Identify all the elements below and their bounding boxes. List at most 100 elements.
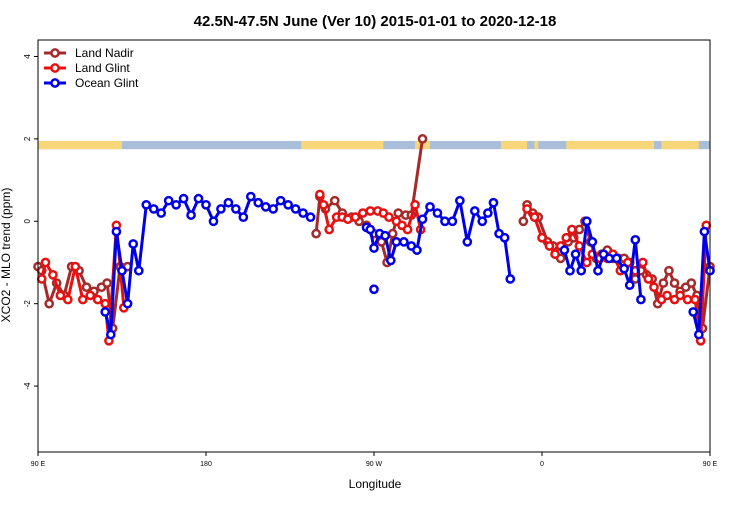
series-point-2-28: [298, 208, 308, 218]
series-point-1-36: [561, 232, 572, 243]
series-point-2-55: [559, 245, 570, 255]
series-line-0-2: [521, 201, 712, 329]
series-point-2-8: [148, 204, 159, 214]
series-point-2-52: [499, 232, 510, 243]
series-point-2-60: [587, 237, 598, 247]
series-point-1-21: [365, 206, 376, 216]
series-point-2-9: [156, 208, 167, 218]
series-point-2-59: [581, 216, 592, 227]
series-point-0-10: [102, 278, 112, 288]
series-point-2-68: [636, 294, 646, 305]
y-axis-label: XCO2 - MLO trend (ppm): [0, 188, 13, 323]
series-point-2-23: [260, 202, 271, 212]
series-line-1-2: [525, 207, 708, 342]
series-point-2-56: [565, 265, 575, 276]
series-point-1-51: [662, 290, 672, 301]
series-point-1-15: [324, 224, 335, 235]
series-point-2-37: [399, 237, 409, 247]
series-point-0-29: [417, 134, 428, 144]
series-line-2-0: [103, 194, 312, 335]
series-point-2-54: [369, 284, 379, 295]
series-point-2-49: [483, 208, 493, 218]
series-point-1-34: [550, 249, 560, 260]
series-point-1-0: [36, 274, 47, 284]
series-point-1-20: [357, 208, 368, 218]
series-point-1-28: [410, 199, 420, 210]
series-point-2-3: [117, 265, 127, 276]
series-point-2-6: [133, 265, 144, 276]
series-point-0-54: [658, 278, 669, 288]
series-point-2-1: [105, 329, 116, 340]
legend-label-2: Ocean Glint: [75, 76, 139, 90]
series-point-0-39: [574, 224, 585, 235]
series-point-1-14: [318, 199, 329, 210]
series-point-1-5: [70, 261, 81, 272]
land-strip-segment-1: [114, 140, 122, 150]
series-point-2-0: [100, 307, 111, 317]
series-point-2-10: [163, 195, 174, 206]
series-point-0-2: [44, 298, 55, 309]
chart-title: 42.5N-47.5N June (Ver 10) 2015-01-01 to …: [194, 13, 557, 30]
land-strip-segment-2: [301, 140, 384, 150]
y-tick-label-1: -2: [23, 300, 32, 308]
series-point-1-47: [637, 257, 648, 268]
series-point-1-54: [682, 294, 693, 305]
series-point-2-39: [412, 245, 422, 255]
series-point-2-63: [604, 253, 615, 264]
series-point-2-32: [369, 243, 379, 253]
series-point-2-64: [611, 253, 622, 264]
series-point-2-71: [699, 226, 710, 237]
series-point-2-16: [208, 216, 219, 227]
series-point-1-9: [100, 298, 111, 309]
series-point-2-26: [283, 199, 293, 210]
series-point-1-38: [574, 241, 585, 251]
series-point-2-19: [231, 204, 241, 214]
series-point-2-48: [477, 216, 488, 227]
series-point-2-21: [245, 191, 256, 202]
series-point-0-56: [669, 278, 680, 288]
series-point-1-27: [402, 224, 413, 235]
x-tick-label-4: 90 E: [703, 461, 718, 468]
series-point-1-6: [77, 294, 88, 305]
series-point-2-42: [432, 208, 443, 218]
land-strip-segment-5: [534, 140, 539, 150]
series-layer: [33, 134, 715, 346]
legend-marker-1: [50, 63, 60, 73]
series-point-2-13: [186, 210, 196, 220]
series-point-2-45: [455, 195, 465, 206]
series-point-2-24: [268, 204, 279, 214]
series-point-1-19: [350, 212, 361, 223]
series-point-1-48: [643, 274, 654, 284]
series-point-1-53: [675, 290, 685, 301]
y-tick-label-4: 4: [23, 54, 32, 59]
series-point-2-47: [469, 206, 480, 216]
series-point-0-26: [393, 208, 404, 218]
series-point-1-1: [40, 257, 51, 268]
series-point-0-14: [311, 228, 321, 239]
series-point-2-31: [365, 224, 376, 235]
series-point-1-31: [529, 212, 540, 223]
legend-marker-2: [50, 78, 60, 88]
land-strip-segment-4: [500, 140, 528, 150]
series-point-2-67: [630, 234, 641, 245]
series-point-1-37: [567, 224, 577, 235]
series-point-0-59: [686, 278, 697, 288]
legend-marker-0: [50, 48, 60, 58]
series-point-2-27: [290, 204, 301, 214]
series-point-1-2: [48, 269, 58, 280]
series-point-2-20: [238, 212, 249, 223]
series-point-2-41: [425, 202, 435, 212]
series-point-2-14: [193, 193, 204, 204]
series-point-2-69: [688, 307, 699, 317]
series-point-2-5: [128, 239, 139, 249]
series-point-2-11: [171, 199, 181, 210]
series-point-1-55: [690, 294, 700, 305]
series-point-0-55: [664, 265, 674, 276]
series-point-2-65: [619, 263, 629, 274]
series-point-2-29: [305, 212, 316, 223]
x-tick-label-3: 0: [540, 461, 544, 468]
series-point-2-43: [440, 216, 450, 227]
series-point-2-50: [488, 197, 499, 208]
series-point-2-58: [576, 265, 587, 276]
